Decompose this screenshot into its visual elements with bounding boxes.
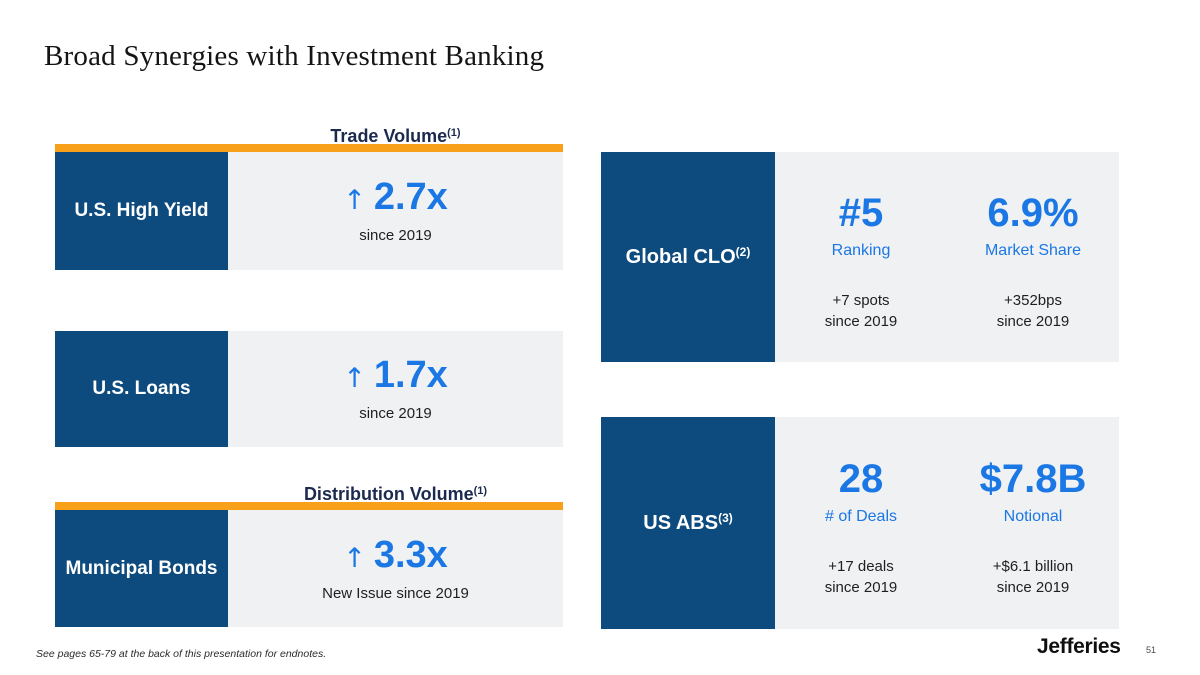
stat-delta: +$6.1 billion since 2019 [993, 556, 1073, 598]
endnote-superscript: (2) [735, 245, 751, 259]
metric: ↑ 1.7x [343, 356, 448, 394]
page-number: 51 [1146, 645, 1157, 655]
stat-value: 28 [838, 456, 884, 501]
metric-caption: since 2019 [359, 227, 432, 244]
stat-label: # of Deals [824, 507, 898, 525]
endnote-superscript: (1) [447, 127, 461, 139]
metric-value: 2.7x [373, 176, 448, 218]
stat-label: Ranking [831, 241, 891, 259]
section-header-text: Trade Volume [330, 126, 448, 146]
category-cell: U.S. High Yield [55, 152, 228, 270]
category-cell: Municipal Bonds [55, 510, 228, 627]
stat-value: 6.9% [987, 190, 1079, 235]
stat-delta: +7 spots since 2019 [825, 290, 898, 332]
row-us-loans: U.S. Loans ↑ 1.7x since 2019 [55, 331, 563, 447]
panel-us-abs: US ABS(3) 28 # of Deals +17 deals since … [601, 417, 1119, 629]
stat-value: #5 [838, 190, 884, 235]
metric-value: 3.3x [373, 533, 448, 576]
up-arrow-icon: ↑ [343, 363, 366, 394]
metric-caption: since 2019 [359, 405, 432, 422]
stat-delta-line2: since 2019 [996, 578, 1070, 596]
stat-delta: +352bps since 2019 [997, 290, 1070, 332]
stat-delta-line2: since 2019 [824, 578, 898, 596]
section-header-text: Distribution Volume [303, 484, 474, 504]
metric-caption: New Issue since 2019 [322, 584, 469, 602]
orange-accent-bar [55, 144, 563, 152]
panel-global-clo: Global CLO(2) #5 Ranking +7 spots since … [601, 152, 1119, 362]
category-label: Global CLO(2) [626, 245, 751, 269]
category-cell: Global CLO(2) [601, 152, 775, 362]
jefferies-logo: Jefferies [1037, 635, 1121, 658]
stat-delta: +17 deals since 2019 [825, 556, 898, 598]
stat-delta-line1: +7 spots [832, 291, 890, 309]
stat-delta-line1: +17 deals [828, 557, 894, 575]
category-label: U.S. High Yield [74, 200, 209, 221]
metric-cell: ↑ 2.7x since 2019 [228, 152, 563, 270]
stats-cell: 28 # of Deals +17 deals since 2019 $7.8B… [775, 417, 1119, 629]
stat-delta-line2: since 2019 [824, 312, 898, 330]
category-label-text: Global CLO [625, 246, 736, 268]
stat-ranking: #5 Ranking +7 spots since 2019 [775, 152, 947, 362]
stat-number-of-deals: 28 # of Deals +17 deals since 2019 [775, 417, 947, 629]
page-title: Broad Synergies with Investment Banking [44, 40, 545, 72]
category-cell: US ABS(3) [601, 417, 775, 629]
stat-delta-line1: +352bps [1004, 291, 1062, 309]
metric-cell: ↑ 3.3x New Issue since 2019 [228, 510, 563, 627]
orange-accent-bar [55, 502, 563, 510]
row-us-high-yield: U.S. High Yield ↑ 2.7x since 2019 [55, 152, 563, 270]
endnotes-footnote: See pages 65-79 at the back of this pres… [36, 648, 327, 660]
endnote-superscript: (1) [473, 485, 488, 497]
category-label: U.S. Loans [92, 378, 191, 399]
row-municipal-bonds: Municipal Bonds ↑ 3.3x New Issue since 2… [55, 510, 563, 627]
stat-notional: $7.8B Notional +$6.1 billion since 2019 [947, 417, 1119, 629]
metric: ↑ 3.3x [343, 536, 448, 574]
category-label: Municipal Bonds [65, 557, 218, 579]
section-header-trade-volume: Trade Volume(1) [228, 123, 563, 146]
category-label-text: US ABS [643, 512, 719, 534]
stat-delta-line1: +$6.1 billion [992, 557, 1074, 575]
stat-value: $7.8B [979, 456, 1087, 501]
stat-market-share: 6.9% Market Share +352bps since 2019 [947, 152, 1119, 362]
category-cell: U.S. Loans [55, 331, 228, 447]
up-arrow-icon: ↑ [343, 185, 366, 216]
stat-label: Market Share [984, 241, 1082, 259]
metric-value: 1.7x [373, 354, 448, 396]
stats-cell: #5 Ranking +7 spots since 2019 6.9% Mark… [775, 152, 1119, 362]
metric-cell: ↑ 1.7x since 2019 [228, 331, 563, 447]
stat-delta-line2: since 2019 [996, 312, 1070, 330]
stat-label: Notional [1003, 507, 1063, 525]
category-label: US ABS(3) [643, 511, 733, 535]
section-header-distribution-volume: Distribution Volume(1) [228, 481, 563, 504]
up-arrow-icon: ↑ [343, 542, 366, 574]
metric: ↑ 2.7x [343, 178, 448, 216]
endnote-superscript: (3) [718, 511, 733, 525]
